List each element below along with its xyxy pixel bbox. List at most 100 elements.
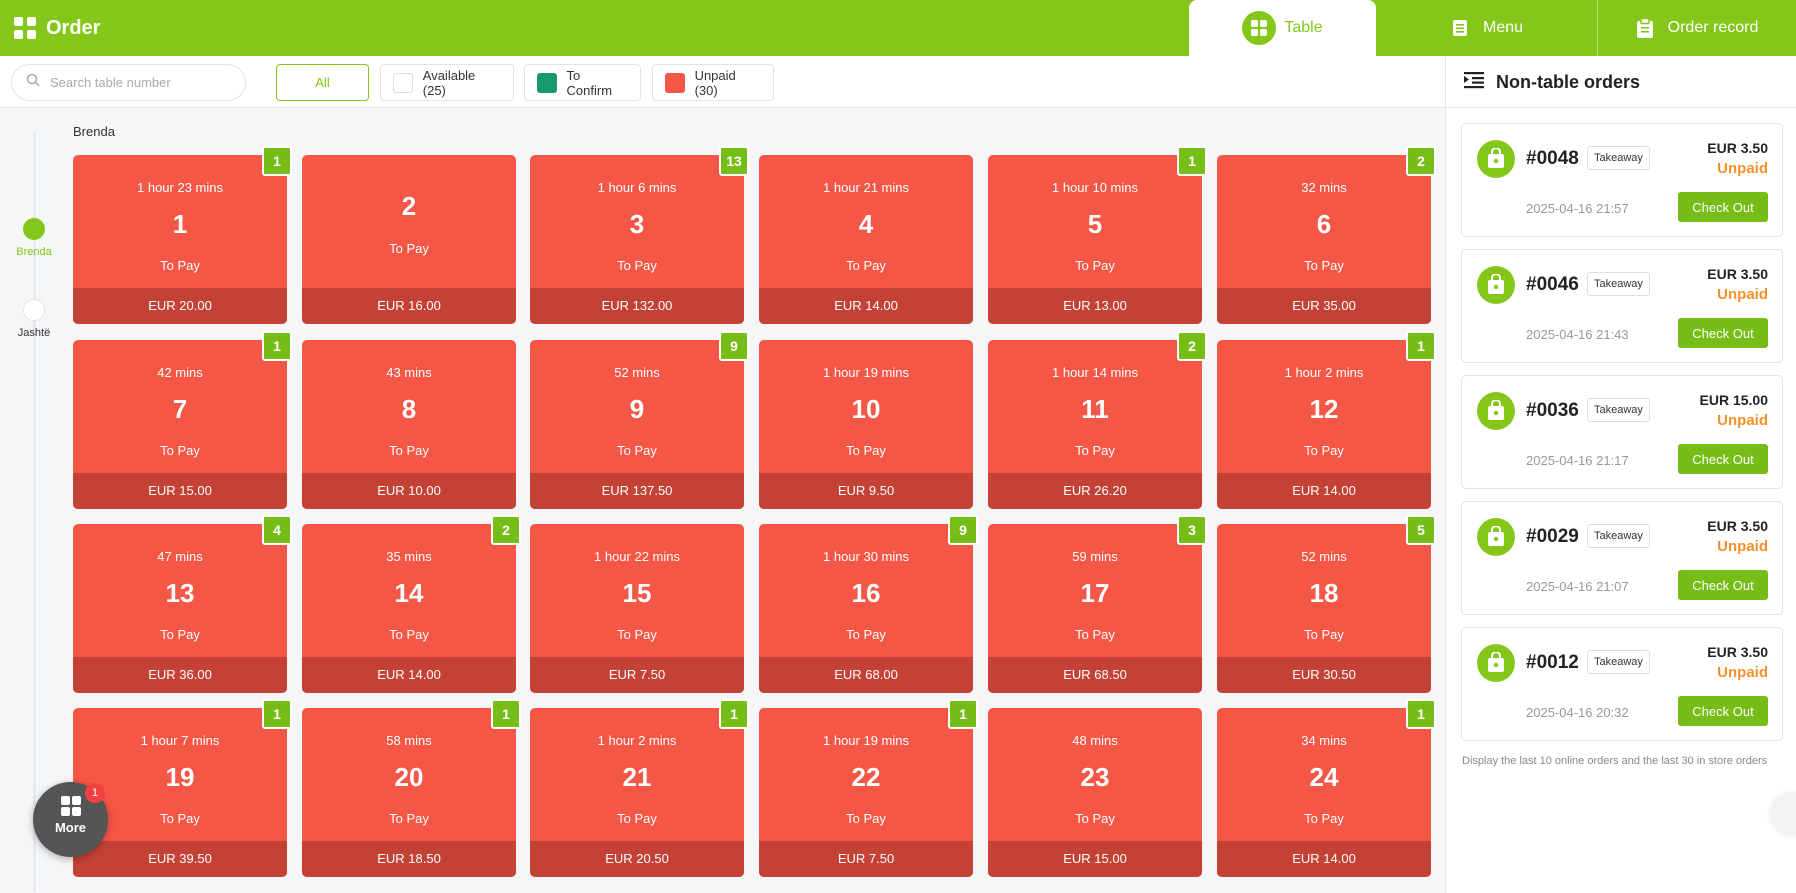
- table-amount: EUR 14.00: [302, 657, 516, 693]
- table-card[interactable]: 52 mins 9 To Pay EUR 137.50: [530, 340, 744, 509]
- area-label: Brenda: [16, 246, 52, 258]
- check-out-button[interactable]: Check Out: [1678, 570, 1768, 600]
- table-status: To Pay: [846, 627, 886, 642]
- takeaway-bag-icon: [1477, 140, 1515, 178]
- table-number: 22: [851, 762, 881, 792]
- table-time: 1 hour 30 mins: [823, 549, 909, 564]
- order-number: #0048: [1526, 148, 1579, 169]
- app-title: Order: [46, 16, 101, 39]
- table-time: 34 mins: [1301, 733, 1347, 748]
- table-card[interactable]: 1 hour 6 mins 3 To Pay EUR 132.00: [530, 155, 744, 324]
- table-number: 11: [1081, 394, 1109, 424]
- more-button[interactable]: More 1: [33, 782, 108, 857]
- table-amount: EUR 14.00: [1217, 841, 1431, 877]
- search-box: [11, 64, 246, 101]
- table-card[interactable]: 1 hour 7 mins 19 To Pay EUR 39.50: [73, 708, 287, 877]
- table-status: To Pay: [389, 241, 429, 256]
- tab-table[interactable]: Table: [1189, 0, 1376, 56]
- table-status: To Pay: [1075, 627, 1115, 642]
- order-amount: EUR 15.00: [1699, 392, 1768, 408]
- table-card[interactable]: 1 hour 22 mins 15 To Pay EUR 7.50: [530, 524, 744, 693]
- item-count-badge: 9: [948, 515, 978, 545]
- area-brenda[interactable]: Brenda: [0, 218, 68, 258]
- table-status: To Pay: [389, 811, 429, 826]
- table-number: 12: [1309, 394, 1339, 424]
- search-icon: [26, 73, 40, 92]
- table-card[interactable]: 1 hour 23 mins 1 To Pay EUR 20.00: [73, 155, 287, 324]
- check-out-button[interactable]: Check Out: [1678, 192, 1768, 222]
- table-time: 1 hour 22 mins: [594, 549, 680, 564]
- table-time: 1 hour 10 mins: [1052, 180, 1138, 195]
- table-status: To Pay: [389, 627, 429, 642]
- table-card[interactable]: 42 mins 7 To Pay EUR 15.00: [73, 340, 287, 509]
- area-jashte[interactable]: Jashtë: [0, 299, 68, 339]
- table-card[interactable]: 1 hour 2 mins 12 To Pay EUR 14.00: [1217, 340, 1431, 509]
- table-card[interactable]: 43 mins 8 To Pay EUR 10.00: [302, 340, 516, 509]
- order-card[interactable]: #0029 Takeaway EUR 3.50 Unpaid 2025-04-16 21…: [1461, 501, 1783, 615]
- order-card[interactable]: #0036 Takeaway EUR 15.00 Unpaid 2025-04-16 2…: [1461, 375, 1783, 489]
- table-card[interactable]: 1 hour 2 mins 21 To Pay EUR 20.50: [530, 708, 744, 877]
- table-card[interactable]: 1 hour 21 mins 4 To Pay EUR 14.00: [759, 155, 973, 324]
- table-card[interactable]: 58 mins 20 To Pay EUR 18.50: [302, 708, 516, 877]
- item-count-badge: 1: [262, 699, 292, 729]
- table-number: 5: [1087, 209, 1103, 239]
- search-input[interactable]: [50, 75, 230, 90]
- order-status: Unpaid: [1717, 538, 1768, 555]
- tab-label: Menu: [1482, 19, 1524, 36]
- takeaway-bag-icon: [1477, 518, 1515, 556]
- table-number: 14: [394, 578, 424, 608]
- table-card[interactable]: 1 hour 19 mins 22 To Pay EUR 7.50: [759, 708, 973, 877]
- table-card[interactable]: 59 mins 17 To Pay EUR 68.50: [988, 524, 1202, 693]
- table-card[interactable]: 34 mins 24 To Pay EUR 14.00: [1217, 708, 1431, 877]
- table-number: 20: [394, 762, 424, 792]
- table-amount: EUR 14.00: [759, 288, 973, 324]
- tab-order-record[interactable]: Order record: [1598, 0, 1796, 56]
- check-out-button[interactable]: Check Out: [1678, 444, 1768, 474]
- filter-unpaid-button[interactable]: Unpaid (30): [652, 64, 774, 101]
- table-card[interactable]: 1 hour 19 mins 10 To Pay EUR 9.50: [759, 340, 973, 509]
- table-card[interactable]: 52 mins 18 To Pay EUR 30.50: [1217, 524, 1431, 693]
- order-card[interactable]: #0046 Takeaway EUR 3.50 Unpaid 2025-04-16 21…: [1461, 249, 1783, 363]
- table-status: To Pay: [617, 811, 657, 826]
- filter-all-button[interactable]: All: [276, 64, 369, 101]
- table-amount: EUR 14.00: [1217, 473, 1431, 509]
- order-number: #0012: [1526, 652, 1579, 673]
- table-number: 2: [401, 191, 417, 221]
- filter-to-confirm-button[interactable]: To Confirm: [524, 64, 641, 101]
- table-time: 1 hour 19 mins: [823, 733, 909, 748]
- table-status: To Pay: [1304, 627, 1344, 642]
- table-card[interactable]: 47 mins 13 To Pay EUR 36.00: [73, 524, 287, 693]
- filter-available-button[interactable]: Available (25): [380, 64, 514, 101]
- table-card[interactable]: 1 hour 10 mins 5 To Pay EUR 13.00: [988, 155, 1202, 324]
- table-amount: EUR 39.50: [73, 841, 287, 877]
- table-card[interactable]: 48 mins 23 To Pay EUR 15.00: [988, 708, 1202, 877]
- table-card[interactable]: 35 mins 14 To Pay EUR 14.00: [302, 524, 516, 693]
- table-card[interactable]: 32 mins 6 To Pay EUR 35.00: [1217, 155, 1431, 324]
- filter-bar: All Available (25) To Confirm Unpaid (30…: [0, 56, 1445, 108]
- table-status: To Pay: [1075, 443, 1115, 458]
- takeaway-bag-icon: [1477, 266, 1515, 304]
- table-number: 13: [165, 578, 195, 608]
- table-status: To Pay: [617, 627, 657, 642]
- order-card[interactable]: #0048 Takeaway EUR 3.50 Unpaid 2025-04-16 21…: [1461, 123, 1783, 237]
- table-amount: EUR 20.00: [73, 288, 287, 324]
- table-card[interactable]: 2 To Pay EUR 16.00: [302, 155, 516, 324]
- table-amount: EUR 20.50: [530, 841, 744, 877]
- area-dot: [23, 218, 45, 240]
- order-amount: EUR 3.50: [1707, 140, 1768, 156]
- table-card[interactable]: 1 hour 30 mins 16 To Pay EUR 68.00: [759, 524, 973, 693]
- table-status: To Pay: [160, 258, 200, 273]
- order-time: 2025-04-16 21:43: [1526, 327, 1629, 342]
- table-card[interactable]: 1 hour 14 mins 11 To Pay EUR 26.20: [988, 340, 1202, 509]
- table-time: 1 hour 6 mins: [597, 180, 677, 195]
- order-type-tag: Takeaway: [1587, 524, 1650, 548]
- order-time: 2025-04-16 21:07: [1526, 579, 1629, 594]
- check-out-button[interactable]: Check Out: [1678, 696, 1768, 726]
- order-card[interactable]: #0012 Takeaway EUR 3.50 Unpaid 2025-04-16 20…: [1461, 627, 1783, 741]
- tab-menu[interactable]: Menu: [1377, 0, 1597, 56]
- table-amount: EUR 36.00: [73, 657, 287, 693]
- check-out-button[interactable]: Check Out: [1678, 318, 1768, 348]
- panel-header: Non-table orders: [1464, 70, 1640, 94]
- table-status: To Pay: [160, 811, 200, 826]
- table-number: 9: [629, 394, 645, 424]
